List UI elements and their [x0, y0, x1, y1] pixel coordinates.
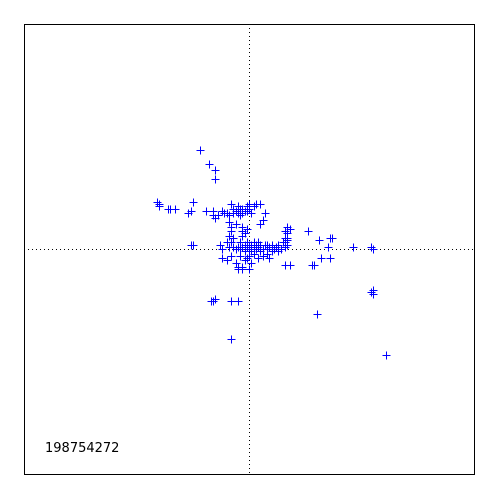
scatter-point	[234, 265, 243, 274]
scatter-point	[243, 225, 252, 234]
scatter-point	[247, 209, 256, 218]
scatter-point	[171, 205, 180, 214]
scatter-point	[281, 227, 290, 236]
scatter-point	[187, 241, 196, 250]
scatter-point	[218, 254, 227, 263]
scatter-point	[223, 256, 232, 265]
scatter-point	[153, 198, 162, 207]
scatter-point	[211, 175, 220, 184]
scatter-point	[227, 238, 236, 247]
scatter-point	[328, 234, 337, 243]
scatter-point	[245, 252, 254, 261]
scatter-point	[283, 223, 292, 232]
scatter-point	[256, 220, 265, 229]
scatter-point	[225, 218, 234, 227]
scatter-point	[243, 254, 252, 263]
scatter-point	[245, 200, 254, 209]
scatter-point	[211, 295, 220, 304]
scatter-point	[241, 256, 250, 265]
scatter-point	[205, 160, 214, 169]
scatter-point	[227, 335, 236, 344]
scatter-point	[270, 245, 279, 254]
scatter-point	[229, 234, 238, 243]
scatter-point	[326, 254, 335, 263]
scatter-point	[225, 211, 234, 220]
scatter-point	[218, 245, 227, 254]
scatter-point	[202, 207, 211, 216]
scatter-point	[265, 254, 274, 263]
scatter-point	[324, 243, 333, 252]
scatter-point	[234, 297, 243, 306]
scatter-point	[349, 243, 358, 252]
scatter-point	[250, 202, 259, 211]
scatter-point	[236, 238, 245, 247]
scatter-point	[304, 227, 313, 236]
scatter-point	[286, 261, 295, 270]
scatter-point	[281, 238, 290, 247]
scatter-point	[369, 290, 378, 299]
scatter-point	[218, 207, 227, 216]
scatter-point	[227, 200, 236, 209]
scatter-point	[243, 207, 252, 216]
scatter-point	[227, 252, 236, 261]
scatter-point	[247, 259, 256, 268]
scatter-point	[236, 245, 245, 254]
scatter-point	[187, 207, 196, 216]
scatter-point	[254, 254, 263, 263]
scatter-point	[310, 261, 319, 270]
scatter-point	[189, 198, 198, 207]
scatter-point	[263, 250, 272, 259]
scatter-point	[211, 166, 220, 175]
scatter-point	[315, 236, 324, 245]
scatter-point	[369, 245, 378, 254]
scatter-point	[256, 200, 265, 209]
scatter-point	[259, 252, 268, 261]
scatter-point	[232, 259, 241, 268]
scatter-point	[367, 243, 376, 252]
scatter-point	[196, 146, 205, 155]
scatter-point	[225, 232, 234, 241]
scatter-point	[216, 241, 225, 250]
scatter-point	[277, 245, 286, 254]
scatter-point	[227, 297, 236, 306]
scatter-point	[232, 220, 241, 229]
marker-layer	[153, 146, 391, 360]
scatter-point	[272, 243, 281, 252]
scatter-point	[317, 254, 326, 263]
scatter-point	[283, 236, 292, 245]
scatter-point	[367, 288, 376, 297]
scatter-point	[236, 211, 245, 220]
scatter-point	[214, 211, 223, 220]
scatter-point	[236, 252, 245, 261]
scatter-point	[261, 209, 270, 218]
annotation-label: 198754272	[45, 441, 119, 456]
scatter-point	[245, 265, 254, 274]
scatter-point	[155, 202, 164, 211]
scatter-point	[238, 232, 247, 241]
scatter-point	[232, 207, 241, 216]
scatter-point	[313, 310, 322, 319]
scatter-point	[382, 351, 391, 360]
scatter-point	[209, 297, 218, 306]
scatter-point	[227, 227, 236, 236]
scatter-point	[250, 250, 259, 259]
